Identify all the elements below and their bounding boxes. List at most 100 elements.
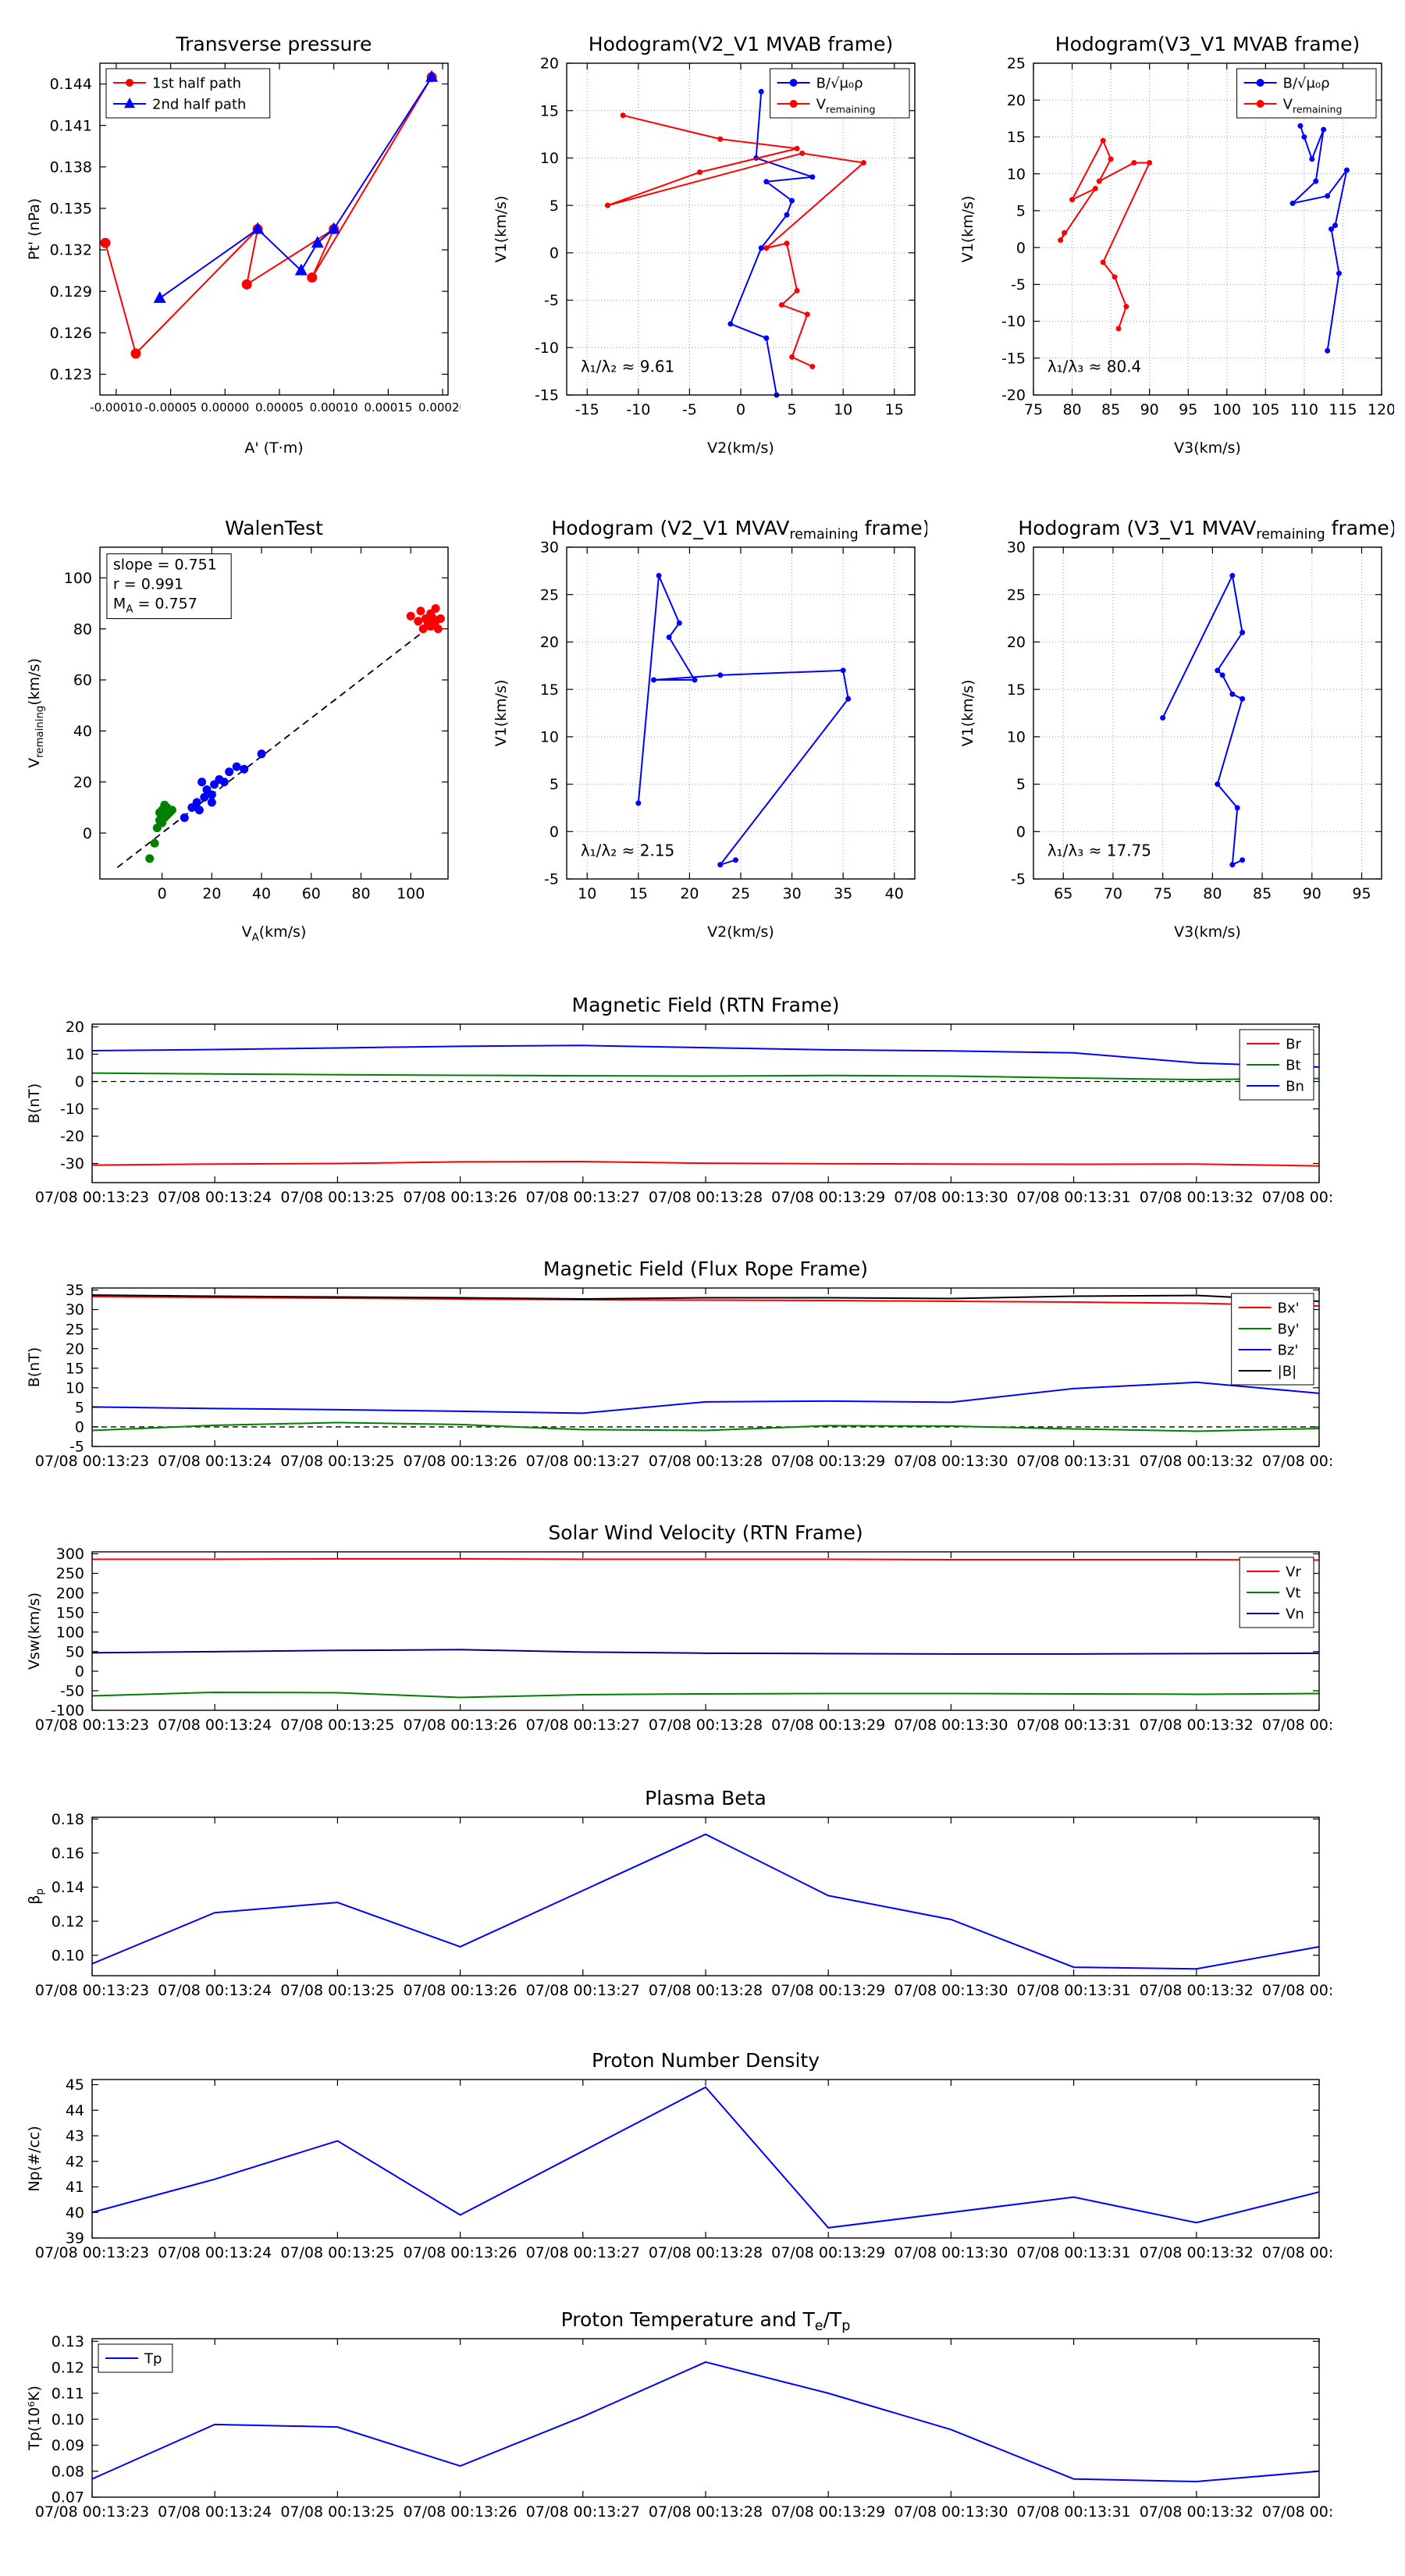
- svg-text:20: 20: [1007, 634, 1026, 651]
- svg-text:0.132: 0.132: [50, 242, 92, 259]
- svg-text:-10: -10: [535, 340, 559, 357]
- svg-text:07/08 00:13:32: 07/08 00:13:32: [1140, 2503, 1254, 2521]
- svg-text:0.141: 0.141: [50, 117, 92, 134]
- svg-text:07/08 00:13:32: 07/08 00:13:32: [1140, 2244, 1254, 2261]
- svg-text:0.12: 0.12: [52, 2359, 84, 2376]
- svg-text:07/08 00:13:28: 07/08 00:13:28: [649, 1982, 763, 1999]
- svg-text:07/08 00:13:33: 07/08 00:13:33: [1262, 1453, 1335, 1470]
- svg-text:Br: Br: [1286, 1036, 1301, 1052]
- svg-text:200: 200: [56, 1585, 84, 1602]
- svg-text:45: 45: [66, 2076, 84, 2094]
- svg-text:5: 5: [550, 197, 559, 215]
- svg-text:Pt' (nPa): Pt' (nPa): [26, 198, 43, 260]
- svg-text:Vremaining: Vremaining: [1283, 96, 1343, 115]
- svg-text:07/08 00:13:24: 07/08 00:13:24: [158, 1453, 272, 1470]
- svg-text:90: 90: [1303, 885, 1321, 902]
- panel-solar-wind-velocity: 07/08 00:13:23 07/08 00:13:24 07/08 00:13:…: [23, 1517, 1335, 1756]
- svg-text:07/08 00:13:32: 07/08 00:13:32: [1140, 1189, 1254, 1206]
- svg-text:Hodogram (V2_V1 MVAVremaining: Hodogram (V2_V1 MVAVremaining frame): [551, 517, 927, 543]
- svg-text:Transverse pressure: Transverse pressure: [176, 33, 372, 55]
- svg-text:0.09: 0.09: [52, 2437, 84, 2454]
- panel-magnetic-field-rtn: 07/08 00:13:23 07/08 00:13:24 07/08 00:13:…: [23, 990, 1335, 1228]
- svg-text:20: 20: [540, 634, 559, 651]
- svg-text:95: 95: [1352, 885, 1371, 902]
- svg-text:0.16: 0.16: [52, 1845, 84, 1862]
- svg-text:Bz': Bz': [1278, 1342, 1299, 1358]
- svg-text:B(nT): B(nT): [26, 1347, 43, 1388]
- panel-magnetic-field-flux-rope: 07/08 00:13:23 07/08 00:13:24 07/08 00:13:…: [23, 1254, 1335, 1492]
- svg-text:43: 43: [66, 2128, 84, 2145]
- svg-text:10: 10: [540, 150, 559, 167]
- svg-text:40: 40: [73, 723, 92, 740]
- svg-text:07/08 00:13:28: 07/08 00:13:28: [649, 1453, 763, 1470]
- svg-text:5: 5: [1016, 776, 1026, 793]
- svg-text:WalenTest: WalenTest: [225, 517, 323, 539]
- svg-text:07/08 00:13:25: 07/08 00:13:25: [280, 1189, 394, 1206]
- svg-text:07/08 00:13:30: 07/08 00:13:30: [894, 2503, 1008, 2521]
- svg-text:07/08 00:13:27: 07/08 00:13:27: [526, 2503, 640, 2521]
- svg-text:07/08 00:13:28: 07/08 00:13:28: [649, 2244, 763, 2261]
- svg-text:07/08 00:13:26: 07/08 00:13:26: [404, 1717, 518, 1734]
- svg-text:15: 15: [540, 681, 559, 699]
- svg-text:07/08 00:13:24: 07/08 00:13:24: [158, 1717, 272, 1734]
- svg-text:25: 25: [1007, 586, 1026, 603]
- svg-text:15: 15: [1007, 129, 1026, 146]
- svg-text:Vr: Vr: [1286, 1564, 1301, 1580]
- svg-text:07/08 00:13:32: 07/08 00:13:32: [1140, 1453, 1254, 1470]
- svg-text:Hodogram (V3_V1 MVAVremaining: Hodogram (V3_V1 MVAVremaining frame): [1018, 517, 1394, 543]
- svg-text:0: 0: [550, 824, 559, 841]
- svg-text:110: 110: [1290, 401, 1318, 418]
- svg-text:65: 65: [1054, 885, 1072, 902]
- svg-text:07/08 00:13:33: 07/08 00:13:33: [1262, 1717, 1335, 1734]
- svg-text:07/08 00:13:33: 07/08 00:13:33: [1262, 2503, 1335, 2521]
- svg-text:250: 250: [56, 1565, 84, 1582]
- svg-text:|B|: |B|: [1278, 1363, 1297, 1379]
- svg-text:-5: -5: [69, 1439, 84, 1456]
- svg-text:85: 85: [1253, 885, 1272, 902]
- svg-text:5: 5: [550, 776, 559, 793]
- svg-text:60: 60: [302, 885, 321, 902]
- svg-text:07/08 00:13:31: 07/08 00:13:31: [1017, 1717, 1131, 1734]
- svg-text:V2(km/s): V2(km/s): [707, 923, 774, 941]
- svg-text:20: 20: [680, 885, 699, 902]
- svg-text:25: 25: [1007, 55, 1026, 73]
- svg-text:07/08 00:13:24: 07/08 00:13:24: [158, 1189, 272, 1206]
- svg-text:Hodogram(V2_V1 MVAB frame): Hodogram(V2_V1 MVAB frame): [589, 33, 893, 55]
- svg-text:-15: -15: [1001, 350, 1026, 367]
- svg-text:39: 39: [66, 2230, 84, 2247]
- svg-text:0: 0: [1016, 240, 1026, 257]
- svg-text:07/08 00:13:24: 07/08 00:13:24: [158, 2503, 272, 2521]
- svg-text:07/08 00:13:25: 07/08 00:13:25: [280, 1717, 394, 1734]
- svg-text:07/08 00:13:24: 07/08 00:13:24: [158, 2244, 272, 2261]
- panel-hodogram-v2v1-mvav: 10 15 20 25 30 35 40 -5 0 5 10 15 20 25 30 Hodogram (V2…: [490, 503, 927, 945]
- svg-text:Hodogram(V3_V1 MVAB frame): Hodogram(V3_V1 MVAB frame): [1055, 33, 1360, 55]
- svg-text:By': By': [1278, 1321, 1300, 1337]
- svg-text:90: 90: [1140, 401, 1159, 418]
- svg-text:70: 70: [1104, 885, 1122, 902]
- svg-text:300: 300: [56, 1546, 84, 1563]
- svg-text:0.07: 0.07: [52, 2489, 84, 2507]
- svg-text:V1(km/s): V1(km/s): [959, 680, 976, 747]
- svg-text:07/08 00:13:26: 07/08 00:13:26: [404, 1453, 518, 1470]
- svg-text:20: 20: [66, 1340, 84, 1357]
- panel-plasma-beta: 07/08 00:13:23 07/08 00:13:24 07/08 00:13:…: [23, 1783, 1335, 2021]
- svg-text:0: 0: [158, 885, 167, 902]
- svg-text:07/08 00:13:33: 07/08 00:13:33: [1262, 1189, 1335, 1206]
- svg-text:10: 10: [1007, 165, 1026, 183]
- svg-text:0.13: 0.13: [52, 2333, 84, 2350]
- svg-text:30: 30: [66, 1301, 84, 1318]
- svg-text:-10: -10: [626, 401, 650, 418]
- svg-text:0.10: 0.10: [52, 1947, 84, 1964]
- svg-text:115: 115: [1329, 401, 1357, 418]
- svg-text:07/08 00:13:23: 07/08 00:13:23: [35, 1717, 149, 1734]
- svg-text:07/08 00:13:27: 07/08 00:13:27: [526, 1982, 640, 1999]
- svg-text:07/08 00:13:23: 07/08 00:13:23: [35, 2503, 149, 2521]
- svg-text:80: 80: [351, 885, 370, 902]
- svg-text:15: 15: [66, 1360, 84, 1377]
- svg-text:B/√μ₀ρ: B/√μ₀ρ: [1283, 75, 1330, 91]
- svg-text:0.123: 0.123: [50, 366, 92, 383]
- svg-text:V1(km/s): V1(km/s): [493, 196, 510, 263]
- svg-text:Magnetic Field (Flux Rope Fram: Magnetic Field (Flux Rope Frame): [543, 1258, 868, 1280]
- svg-text:75: 75: [1024, 401, 1043, 418]
- svg-text:25: 25: [540, 586, 559, 603]
